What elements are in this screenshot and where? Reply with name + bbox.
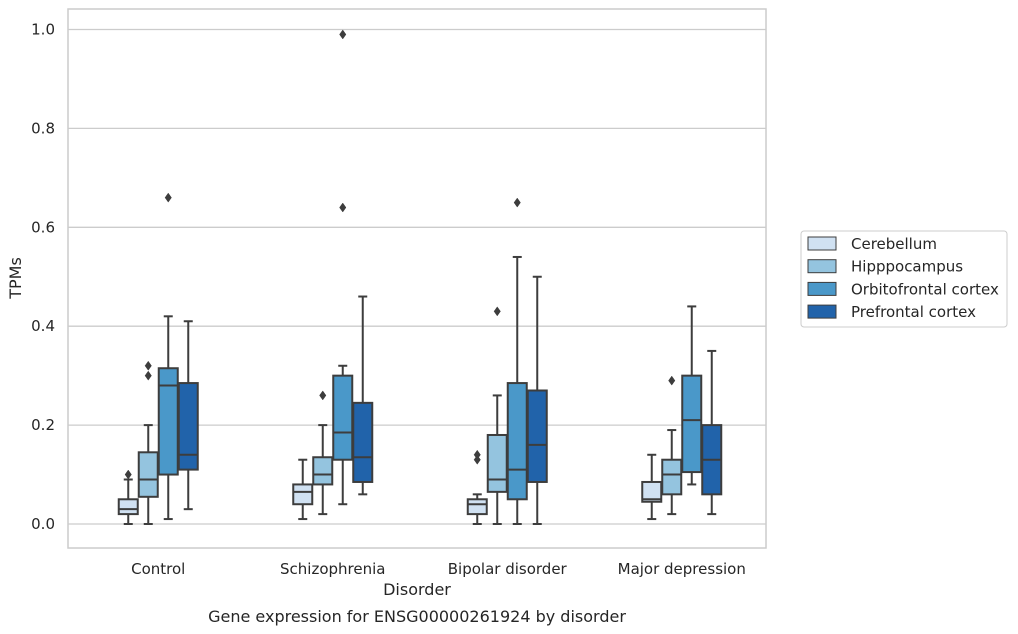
box-iqr [486, 433, 508, 493]
box-iqr [292, 483, 314, 506]
legend-label: Orbitofrontal cortex [851, 280, 999, 298]
box-prefrontal-cortex [701, 349, 723, 516]
y-axis-label: TPMs [6, 257, 25, 300]
box-prefrontal-cortex [177, 320, 199, 511]
outlier-point [319, 390, 327, 401]
box-cerebellum [117, 469, 139, 525]
boxes [117, 29, 723, 525]
box-hipppocampus [137, 360, 159, 525]
box-iqr [312, 456, 334, 486]
legend-swatch [807, 259, 837, 274]
plot-frame [67, 8, 767, 549]
x-tick-label: Major depression [618, 560, 746, 578]
box-iqr [177, 382, 199, 471]
x-tick-labels: Control Schizophrenia Bipolar disorder Majo… [131, 560, 746, 578]
outlier-point [339, 202, 347, 213]
box-iqr [137, 451, 159, 498]
y-tick-label: 0.0 [31, 515, 55, 533]
box-orbitofrontal-cortex [681, 305, 703, 486]
legend-label: Hipppocampus [851, 258, 963, 276]
box-iqr [506, 382, 528, 501]
box-iqr [352, 401, 374, 483]
y-tick-label: 0.2 [31, 416, 55, 434]
box-hipppocampus [486, 306, 508, 525]
box-hipppocampus [312, 390, 334, 516]
outlier-point [164, 192, 172, 203]
legend-swatch [807, 236, 837, 251]
box-cerebellum [466, 449, 488, 525]
legend-label: Cerebellum [851, 235, 937, 253]
box-cerebellum [641, 453, 663, 521]
outlier-point [473, 449, 481, 460]
y-tick-label: 0.8 [31, 119, 55, 137]
outlier-point [668, 375, 676, 386]
outlier-point [144, 360, 152, 371]
box-prefrontal-cortex [526, 275, 548, 525]
legend-swatch [807, 304, 837, 319]
outlier-point [493, 306, 501, 317]
box-prefrontal-cortex [352, 295, 374, 496]
chart-caption: Gene expression for ENSG00000261924 by d… [208, 607, 626, 626]
outlier-point [144, 370, 152, 381]
outlier-point [124, 469, 132, 480]
box-iqr [526, 389, 548, 483]
box-hipppocampus [661, 375, 683, 516]
y-tick-label: 0.4 [31, 317, 55, 335]
legend-label: Prefrontal cortex [851, 303, 976, 321]
x-tick-label: Schizophrenia [280, 560, 385, 578]
box-orbitofrontal-cortex [332, 29, 354, 506]
box-iqr [332, 374, 354, 461]
legend-swatch [807, 281, 837, 296]
box-iqr [466, 498, 488, 516]
x-tick-label: Bipolar disorder [448, 560, 568, 578]
legend-frame [800, 230, 1008, 328]
box-cerebellum [292, 458, 314, 521]
outlier-point [473, 454, 481, 465]
x-axis-label: Disorder [383, 580, 451, 599]
box-iqr [117, 498, 139, 516]
box-orbitofrontal-cortex [506, 197, 528, 525]
y-tick-label: 0.6 [31, 218, 55, 236]
legend: Cerebellum Hipppocampus Orbitofrontal cort… [800, 230, 1008, 328]
outlier-point [339, 29, 347, 40]
box-iqr [157, 367, 179, 476]
y-tick-label: 1.0 [31, 21, 55, 39]
box-iqr [681, 374, 703, 474]
y-tick-labels: 0.0 0.2 0.4 0.6 0.8 1.0 [31, 21, 55, 534]
box-iqr [661, 458, 683, 496]
box-orbitofrontal-cortex [157, 192, 179, 521]
x-tick-label: Control [131, 560, 185, 578]
outlier-point [513, 197, 521, 208]
